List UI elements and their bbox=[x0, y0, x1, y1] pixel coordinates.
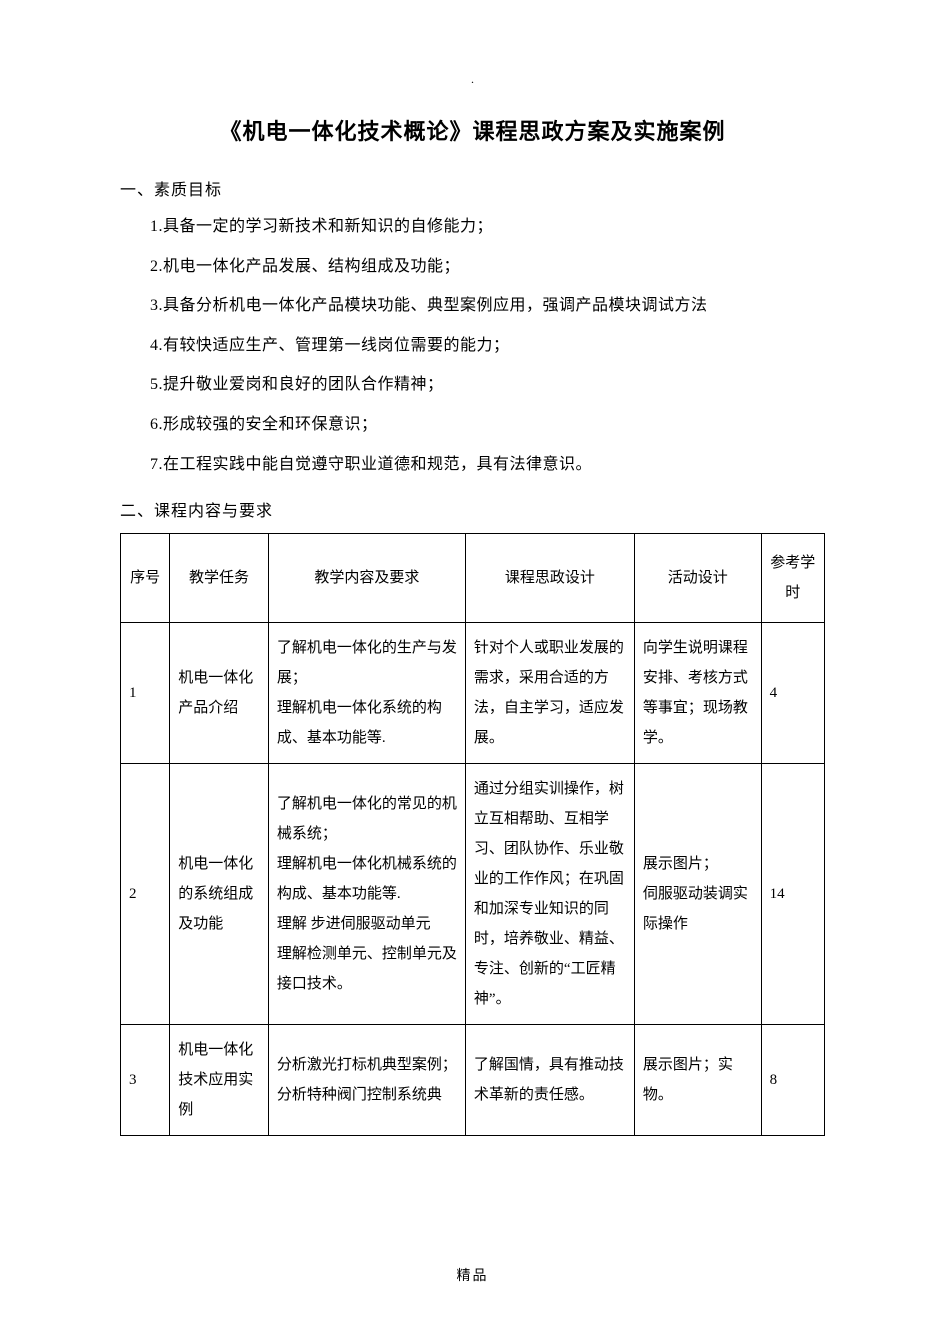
col-header-activity: 活动设计 bbox=[634, 534, 761, 623]
cell-task: 机电一体化的系统组成及功能 bbox=[170, 764, 269, 1025]
cell-hours: 4 bbox=[761, 623, 824, 764]
table-row: 3 机电一体化技术应用实例 分析激光打标机典型案例；分析特种阀门控制系统典 了解… bbox=[121, 1025, 825, 1136]
col-header-hours: 参考学时 bbox=[761, 534, 824, 623]
header-mark: . bbox=[471, 72, 474, 87]
cell-hours: 8 bbox=[761, 1025, 824, 1136]
section-heading: 一、素质目标 bbox=[120, 176, 825, 200]
col-header-requirements: 教学内容及要求 bbox=[268, 534, 465, 623]
goal-item: 4.有较快适应生产、管理第一线岗位需要的能力； bbox=[150, 333, 825, 359]
table-header-row: 序号 教学任务 教学内容及要求 课程思政设计 活动设计 参考学时 bbox=[121, 534, 825, 623]
col-header-index: 序号 bbox=[121, 534, 170, 623]
cell-index: 1 bbox=[121, 623, 170, 764]
col-header-task: 教学任务 bbox=[170, 534, 269, 623]
cell-requirements: 了解机电一体化的生产与发展；理解机电一体化系统的构成、基本功能等. bbox=[268, 623, 465, 764]
cell-requirements: 分析激光打标机典型案例；分析特种阀门控制系统典 bbox=[268, 1025, 465, 1136]
cell-activity: 展示图片；实物。 bbox=[634, 1025, 761, 1136]
goal-item: 1.具备一定的学习新技术和新知识的自修能力； bbox=[150, 214, 825, 240]
document-page: . 《机电一体化技术概论》课程思政方案及实施案例 一、素质目标 1.具备一定的学… bbox=[0, 0, 945, 1337]
table-row: 2 机电一体化的系统组成及功能 了解机电一体化的常见的机械系统；理解机电一体化机… bbox=[121, 764, 825, 1025]
section-heading: 二、课程内容与要求 bbox=[120, 497, 825, 521]
cell-ideology: 了解国情，具有推动技术革新的责任感。 bbox=[465, 1025, 634, 1136]
cell-task: 机电一体化产品介绍 bbox=[170, 623, 269, 764]
goal-item: 7.在工程实践中能自觉遵守职业道德和规范，具有法律意识。 bbox=[150, 452, 825, 478]
table-row: 1 机电一体化产品介绍 了解机电一体化的生产与发展；理解机电一体化系统的构成、基… bbox=[121, 623, 825, 764]
document-title: 《机电一体化技术概论》课程思政方案及实施案例 bbox=[120, 114, 825, 146]
cell-ideology: 针对个人或职业发展的需求，采用合适的方法，自主学习，适应发展。 bbox=[465, 623, 634, 764]
section-quality-goals: 一、素质目标 1.具备一定的学习新技术和新知识的自修能力； 2.机电一体化产品发… bbox=[120, 176, 825, 477]
section-course-content: 二、课程内容与要求 序号 教学任务 教学内容及要求 课程思政设计 活动设计 参考… bbox=[120, 497, 825, 1136]
goal-item: 6.形成较强的安全和环保意识； bbox=[150, 412, 825, 438]
course-table: 序号 教学任务 教学内容及要求 课程思政设计 活动设计 参考学时 1 机电一体化… bbox=[120, 533, 825, 1136]
goals-list: 1.具备一定的学习新技术和新知识的自修能力； 2.机电一体化产品发展、结构组成及… bbox=[120, 214, 825, 477]
goal-item: 2.机电一体化产品发展、结构组成及功能； bbox=[150, 254, 825, 280]
col-header-ideology: 课程思政设计 bbox=[465, 534, 634, 623]
cell-activity: 向学生说明课程安排、考核方式等事宜；现场教学。 bbox=[634, 623, 761, 764]
cell-activity: 展示图片；伺服驱动装调实际操作 bbox=[634, 764, 761, 1025]
cell-hours: 14 bbox=[761, 764, 824, 1025]
footer-mark: 精品 bbox=[457, 1265, 489, 1285]
cell-task: 机电一体化技术应用实例 bbox=[170, 1025, 269, 1136]
cell-index: 2 bbox=[121, 764, 170, 1025]
cell-ideology: 通过分组实训操作，树立互相帮助、互相学习、团队协作、乐业敬业的工作作风；在巩固和… bbox=[465, 764, 634, 1025]
goal-item: 3.具备分析机电一体化产品模块功能、典型案例应用，强调产品模块调试方法 bbox=[150, 293, 825, 319]
cell-index: 3 bbox=[121, 1025, 170, 1136]
goal-item: 5.提升敬业爱岗和良好的团队合作精神； bbox=[150, 372, 825, 398]
cell-requirements: 了解机电一体化的常见的机械系统；理解机电一体化机械系统的构成、基本功能等.理解 … bbox=[268, 764, 465, 1025]
